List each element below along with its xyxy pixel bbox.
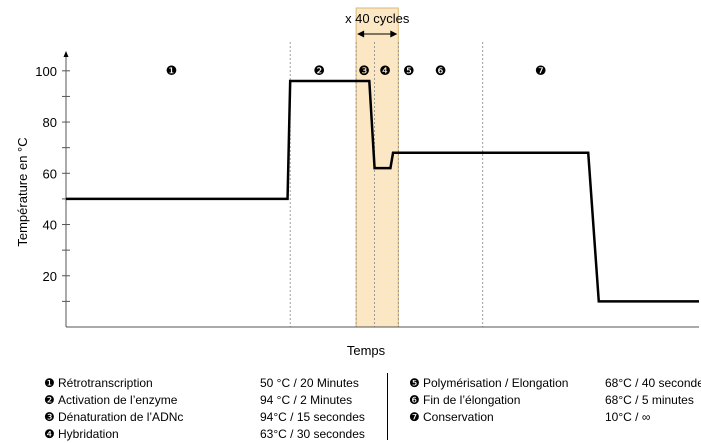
legend-item-label: Fin de l’élongation	[423, 393, 521, 407]
legend-item: ❻ Fin de l’élongation 68°C / 5 minutes	[409, 392, 701, 409]
y-tick-label: 100	[35, 64, 57, 79]
legend-item: ❶ Rétrotranscription 50 °C / 20 Minutes	[44, 375, 365, 392]
cycles-label: x 40 cycles	[345, 11, 410, 26]
legend-item-value: 10°C / ∞	[605, 410, 651, 424]
step-marker: ❸	[358, 64, 370, 79]
legend-item-label: Hybridation	[58, 427, 119, 441]
legend-item-label: Rétrotranscription	[58, 376, 153, 390]
legend-item-label: Conservation	[423, 410, 494, 424]
legend-item: ❷ Activation de l’enzyme 94 °C / 2 Minutes	[44, 392, 365, 409]
legend-item: ❹ Hybridation 63°C / 30 secondes	[44, 426, 365, 443]
legend-item-marker: ❼	[409, 410, 420, 424]
legend-item-label: Polymérisation / Elongation	[423, 376, 569, 390]
y-tick-label: 60	[43, 166, 57, 181]
y-axis-arrow	[63, 51, 69, 57]
legend-left: ❶ Rétrotranscription 50 °C / 20 Minutes ❷ Ac…	[44, 375, 365, 443]
legend-item: ❺ Polymérisation / Elongation 68°C / 40 se…	[409, 375, 701, 392]
legend-item-marker: ❷	[44, 393, 55, 407]
legend-item-value: 63°C / 30 secondes	[260, 427, 365, 441]
legend-item-marker: ❸	[44, 410, 55, 424]
step-marker: ❺	[403, 64, 415, 79]
legend-item-label: Dénaturation de l’ADNc	[58, 410, 184, 424]
legend-item-value: 50 °C / 20 Minutes	[260, 376, 359, 390]
legend-item-marker: ❻	[409, 393, 420, 407]
y-axis-label: Température en °C	[15, 137, 30, 246]
legend-item-value: 68°C / 5 minutes	[605, 393, 694, 407]
legend-item-marker: ❺	[409, 376, 420, 390]
y-tick-label: 40	[43, 218, 57, 233]
legend-divider	[387, 373, 388, 440]
temperature-series-line	[66, 79, 699, 303]
step-marker: ❼	[535, 64, 547, 79]
y-tick-label: 20	[43, 269, 57, 284]
step-marker: ❶	[166, 64, 178, 79]
legend-item-label: Activation de l’enzyme	[58, 393, 178, 407]
cycles-arrow-right-head	[390, 30, 398, 38]
legend-item-value: 94 °C / 2 Minutes	[260, 393, 353, 407]
legend-item-marker: ❹	[44, 427, 55, 441]
step-marker: ❻	[435, 64, 447, 79]
legend-item: ❸ Dénaturation de l’ADNc 94°C / 15 seconde…	[44, 409, 365, 426]
y-tick-label: 80	[43, 115, 57, 130]
step-marker: ❷	[313, 64, 325, 79]
legend-item-value: 68°C / 40 secondes	[605, 376, 701, 390]
legend-item-marker: ❶	[44, 376, 55, 390]
legend-right: ❺ Polymérisation / Elongation 68°C / 40 se…	[409, 375, 701, 426]
x-axis-label: Temps	[347, 343, 386, 358]
legend-item: ❼ Conservation 10°C / ∞	[409, 409, 701, 426]
cycles-arrow-left-head	[357, 30, 365, 38]
legend-item-value: 94°C / 15 secondes	[260, 410, 365, 424]
step-marker: ❹	[379, 64, 391, 79]
